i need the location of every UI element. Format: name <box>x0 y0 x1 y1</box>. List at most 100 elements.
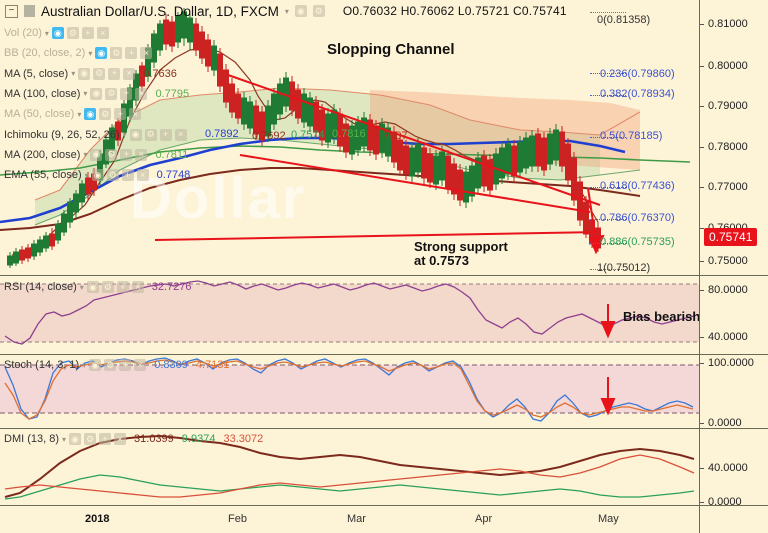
price-axis[interactable]: 0.810000.800000.790000.780000.770000.760… <box>699 0 768 533</box>
collapse-icon[interactable]: − <box>5 4 18 18</box>
eye-icon[interactable]: ◉ <box>51 27 64 39</box>
chevron-down-icon[interactable]: ▾ <box>62 434 67 444</box>
candle-chart-icon[interactable] <box>24 5 35 17</box>
chevron-down-icon[interactable]: ▾ <box>83 89 88 99</box>
stoch-legend[interactable]: Stoch (14, 3, 1) ▾ ◉ ⚙ + × 0.8309 4.7131 <box>4 359 230 371</box>
pane-divider-2 <box>0 354 768 355</box>
add-icon[interactable]: + <box>125 47 138 60</box>
add-icon[interactable]: + <box>120 148 133 161</box>
gear-icon[interactable]: ⚙ <box>105 148 118 161</box>
axis-tick <box>700 423 704 424</box>
indicator-row-2[interactable]: MA (5, close) ▾ ◉ ⚙ + × 0.7636 <box>4 67 177 80</box>
eye-icon[interactable]: ◉ <box>90 87 103 100</box>
ichimoku-value-4: 0.7907 <box>374 130 408 142</box>
gear-icon[interactable]: ⚙ <box>93 67 106 80</box>
gear-icon[interactable]: ⚙ <box>99 108 112 121</box>
gear-icon[interactable]: ⚙ <box>110 47 123 60</box>
add-icon[interactable]: + <box>120 87 133 100</box>
rsi-axis-label-0: 80.0000 <box>708 284 748 296</box>
ichimoku-value-3: 0.7816 <box>332 128 366 140</box>
chevron-down-icon[interactable]: ▾ <box>44 28 49 38</box>
rsi-legend[interactable]: RSI (14, close) ▾ ◉ ⚙ + × 32.7276 <box>4 281 192 293</box>
eye-icon[interactable]: ◉ <box>86 281 99 293</box>
indicator-row-3[interactable]: MA (100, close) ▾ ◉ ⚙ + × 0.7795 <box>4 87 189 100</box>
close-icon[interactable]: × <box>114 433 127 445</box>
symbol-header[interactable]: − Australian Dollar/U.S. Dollar, 1D, FXC… <box>0 0 567 22</box>
add-icon[interactable]: + <box>108 67 121 80</box>
gear-icon[interactable]: ⚙ <box>84 433 97 445</box>
indicator-row-4[interactable]: MA (50, close) ▾ ◉ ⚙ + × <box>4 108 142 121</box>
add-icon[interactable]: + <box>119 359 132 371</box>
indicator-name: Vol (20) <box>4 27 42 39</box>
price-pane[interactable]: Dollar 0(0.81358) 0.236(0.79860) 0.382(0.7… <box>0 0 768 275</box>
dmi-pane[interactable]: DMI (13, 8) ▾ ◉ ⚙ + × 31.0399 9.9374 33.… <box>0 429 768 505</box>
eye-icon[interactable]: ◉ <box>69 433 82 445</box>
eye-icon[interactable]: ◉ <box>84 108 97 121</box>
eye-icon[interactable]: ◉ <box>91 169 104 182</box>
close-icon[interactable]: × <box>134 359 147 371</box>
chevron-down-icon[interactable]: ▾ <box>83 150 88 160</box>
gear-icon[interactable]: ⚙ <box>105 87 118 100</box>
close-icon[interactable]: × <box>96 27 109 39</box>
x-axis: 2018 Feb Mar Apr May <box>0 506 700 533</box>
axis-tick <box>700 261 704 262</box>
gear-icon[interactable]: ⚙ <box>104 359 117 371</box>
axis-tick <box>700 337 704 338</box>
indicator-row-6[interactable]: MA (200, close) ▾ ◉ ⚙ + × 0.7811 <box>4 148 189 161</box>
eye-icon[interactable]: ◉ <box>89 359 102 371</box>
stoch-pane[interactable]: Stoch (14, 3, 1) ▾ ◉ ⚙ + × 0.8309 4.7131 <box>0 355 768 428</box>
add-icon[interactable]: + <box>99 433 112 445</box>
dmi-di-minus-value: 33.3072 <box>223 433 264 445</box>
chevron-down-icon[interactable]: ▾ <box>77 109 82 119</box>
close-icon[interactable]: × <box>174 128 187 141</box>
close-icon[interactable]: × <box>140 47 153 60</box>
gear-icon[interactable]: ⚙ <box>144 128 157 141</box>
gear-icon[interactable]: ⚙ <box>101 281 114 293</box>
close-icon[interactable]: × <box>135 148 148 161</box>
indicator-row-5[interactable]: Ichimoku (9, 26, 52, 26) ▾ ◉ ⚙ + × <box>4 128 187 141</box>
close-icon[interactable]: × <box>136 169 149 182</box>
gear-icon[interactable]: ⚙ <box>312 5 325 17</box>
add-icon[interactable]: + <box>159 128 172 141</box>
fib-line-6 <box>590 243 626 244</box>
eye-icon[interactable]: ◉ <box>90 148 103 161</box>
chevron-down-icon[interactable]: ▾ <box>79 282 84 292</box>
rsi-pane[interactable]: RSI (14, close) ▾ ◉ ⚙ + × 32.7276 Bias b… <box>0 276 768 354</box>
rsi-canvas[interactable] <box>0 276 700 354</box>
add-icon[interactable]: + <box>121 169 134 182</box>
pane-divider-1 <box>0 275 768 276</box>
ichimoku-value-2: 0.7574 <box>291 129 325 141</box>
close-icon[interactable]: × <box>123 67 136 80</box>
indicator-name: MA (200, close) <box>4 148 81 161</box>
eye-icon[interactable]: ◉ <box>129 128 142 141</box>
indicator-name: Ichimoku (9, 26, 52, 26) <box>4 128 120 141</box>
gear-icon[interactable]: ⚙ <box>66 27 79 39</box>
close-icon[interactable]: × <box>131 281 144 293</box>
price-chart-canvas[interactable] <box>0 0 700 275</box>
chevron-down-icon[interactable]: ▾ <box>82 360 87 370</box>
dmi-legend[interactable]: DMI (13, 8) ▾ ◉ ⚙ + × 31.0399 9.9374 33.… <box>4 433 263 445</box>
indicator-value: 0.7748 <box>156 169 191 182</box>
chevron-down-icon[interactable]: ▾ <box>88 48 93 58</box>
gear-icon[interactable]: ⚙ <box>106 169 119 182</box>
close-icon[interactable]: × <box>135 87 148 100</box>
add-icon[interactable]: + <box>114 108 127 121</box>
chevron-down-icon[interactable]: ▾ <box>84 170 89 180</box>
indicator-row-7[interactable]: EMA (55, close) ▾ ◉ ⚙ + × 0.7748 <box>4 169 191 182</box>
indicator-value: 0.7811 <box>155 148 189 161</box>
eye-icon[interactable]: ◉ <box>95 47 108 60</box>
annotation-bias-bearish: Bias bearish <box>623 309 701 324</box>
stoch-k-value: 0.8309 <box>154 359 188 371</box>
axis-tick <box>700 66 704 67</box>
stoch-canvas[interactable] <box>0 355 700 428</box>
eye-icon[interactable]: ◉ <box>294 5 307 17</box>
eye-icon[interactable]: ◉ <box>78 67 91 80</box>
indicator-row-1[interactable]: BB (20, close, 2) ▾ ◉ ⚙ + × <box>4 47 153 60</box>
chevron-down-icon[interactable]: ▾ <box>71 69 76 79</box>
chevron-down-icon[interactable]: ▾ <box>122 130 127 139</box>
add-icon[interactable]: + <box>81 27 94 39</box>
indicator-row-0[interactable]: Vol (20) ▾ ◉ ⚙ + × <box>4 27 109 39</box>
chevron-down-icon[interactable]: ▾ <box>284 6 289 16</box>
add-icon[interactable]: + <box>116 281 129 293</box>
close-icon[interactable]: × <box>129 108 142 121</box>
